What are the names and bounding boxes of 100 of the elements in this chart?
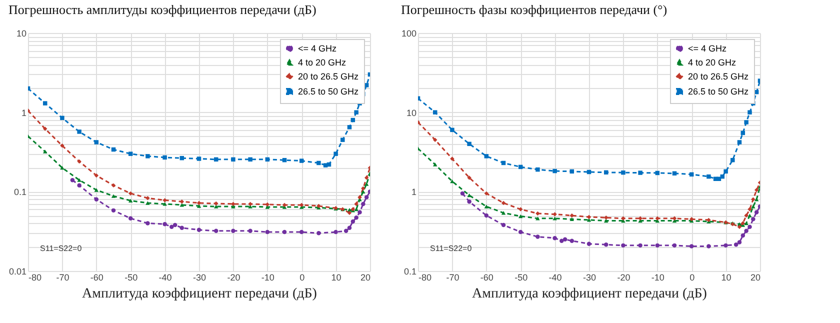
x-tick-label: 0 bbox=[690, 272, 695, 282]
point bbox=[552, 216, 557, 220]
point bbox=[248, 228, 252, 234]
point bbox=[560, 238, 564, 243]
point bbox=[42, 101, 48, 106]
point bbox=[748, 110, 752, 114]
point bbox=[196, 156, 202, 161]
point bbox=[638, 243, 642, 248]
point bbox=[42, 150, 48, 154]
point bbox=[299, 230, 304, 234]
point bbox=[467, 199, 472, 204]
point bbox=[180, 199, 184, 204]
point bbox=[501, 211, 506, 215]
y-tick-label: 100 bbox=[401, 28, 416, 38]
point bbox=[316, 231, 321, 236]
point bbox=[621, 216, 626, 221]
x-tick-label: -80 bbox=[418, 272, 432, 282]
point bbox=[621, 243, 626, 248]
point bbox=[42, 126, 48, 131]
point bbox=[231, 157, 236, 162]
y-tick-label: 0.01 bbox=[8, 266, 26, 276]
point bbox=[754, 198, 759, 202]
point bbox=[248, 157, 252, 162]
x-tick-label: -30 bbox=[582, 272, 596, 282]
point bbox=[364, 195, 369, 200]
point bbox=[734, 242, 738, 247]
x-tick-label: -50 bbox=[124, 272, 138, 282]
point bbox=[740, 233, 746, 238]
x-tick-label: -30 bbox=[192, 272, 206, 282]
point bbox=[724, 243, 728, 248]
point bbox=[364, 182, 369, 186]
point bbox=[751, 197, 756, 202]
point bbox=[570, 238, 574, 243]
point bbox=[536, 167, 540, 172]
point bbox=[484, 213, 489, 218]
point bbox=[484, 191, 489, 196]
y-tick-label: 1 bbox=[411, 187, 416, 198]
point bbox=[358, 210, 362, 214]
point bbox=[716, 176, 722, 181]
x-tick-label: 20 bbox=[750, 272, 760, 282]
point bbox=[737, 240, 742, 244]
point bbox=[361, 186, 366, 191]
point bbox=[282, 230, 287, 234]
legend-label: <= 4 GHz bbox=[688, 44, 728, 54]
point bbox=[347, 210, 352, 216]
point bbox=[94, 173, 99, 178]
x-tick-label: -10 bbox=[261, 272, 274, 282]
point bbox=[748, 224, 752, 229]
point bbox=[552, 168, 557, 174]
point bbox=[354, 207, 358, 212]
point bbox=[621, 170, 626, 175]
point bbox=[748, 207, 752, 212]
point bbox=[604, 242, 608, 247]
point bbox=[586, 218, 592, 222]
x-tick-label: -40 bbox=[158, 272, 172, 282]
point bbox=[748, 214, 752, 218]
point bbox=[111, 208, 116, 213]
point bbox=[570, 217, 574, 222]
point bbox=[146, 221, 150, 226]
y-tick-label: 10 bbox=[16, 28, 26, 38]
point bbox=[706, 244, 711, 248]
point bbox=[340, 138, 345, 142]
x-tick-label: 10 bbox=[331, 272, 342, 282]
point bbox=[672, 216, 677, 221]
point bbox=[484, 204, 489, 208]
point bbox=[344, 228, 348, 234]
point bbox=[751, 204, 756, 208]
point bbox=[604, 218, 608, 223]
point bbox=[128, 216, 133, 221]
point bbox=[460, 191, 465, 196]
point bbox=[172, 222, 178, 228]
x-axis-title: Амплитуда коэффициент передачи (дБ) bbox=[472, 286, 708, 302]
point bbox=[354, 216, 358, 220]
legend-label: <= 4 GHz bbox=[298, 44, 338, 54]
x-tick-label: -50 bbox=[514, 272, 528, 282]
point bbox=[170, 224, 174, 229]
point bbox=[518, 214, 523, 218]
point bbox=[672, 243, 677, 248]
point bbox=[77, 130, 82, 134]
point bbox=[432, 162, 438, 166]
point bbox=[467, 142, 472, 146]
point bbox=[334, 230, 338, 234]
y-tick-label: 0.1 bbox=[14, 187, 26, 198]
point bbox=[231, 228, 236, 234]
point bbox=[484, 154, 489, 158]
point bbox=[638, 170, 642, 175]
chart-title: Погрешность фазы коэффициентов передачи (°) bbox=[400, 2, 668, 17]
legend-label: 26.5 to 50 GHz bbox=[688, 86, 750, 96]
x-tick-label: 0 bbox=[300, 272, 305, 282]
line-series bbox=[28, 108, 370, 216]
point bbox=[347, 226, 352, 230]
point bbox=[146, 196, 150, 200]
point bbox=[552, 212, 557, 216]
point bbox=[354, 110, 358, 114]
point bbox=[128, 198, 133, 203]
legend-label: 20 to 26.5 GHz bbox=[688, 72, 750, 82]
point bbox=[196, 228, 202, 232]
point bbox=[754, 210, 759, 214]
legend-label: 4 to 20 GHz bbox=[298, 58, 347, 68]
point bbox=[77, 183, 82, 188]
